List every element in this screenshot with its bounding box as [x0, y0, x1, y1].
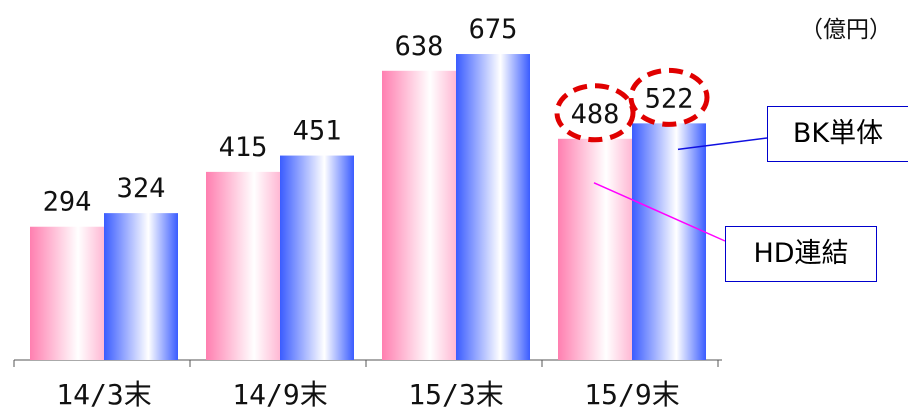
x-tick-label: 14/3末: [56, 378, 151, 411]
x-tick-label: 15/3末: [408, 378, 503, 411]
hd-callout-label: HD連結: [725, 226, 877, 282]
data-label: 522: [645, 83, 694, 114]
data-label: 415: [219, 132, 268, 163]
data-label: 294: [43, 187, 92, 218]
hd-leader-line: [593, 182, 726, 242]
bar-hd-3: [558, 138, 632, 360]
bar-hd-1: [206, 171, 280, 360]
data-label: 488: [571, 99, 620, 130]
highlight-ellipse: [628, 67, 710, 127]
highlight-ellipse: [554, 83, 636, 143]
data-label: 675: [469, 14, 518, 45]
bk-leader-line: [677, 137, 768, 151]
x-tick-label: 14/9末: [232, 378, 327, 411]
data-label: 451: [293, 116, 342, 147]
bar-hd-0: [30, 226, 104, 360]
data-label: 324: [117, 173, 166, 204]
bar-hd-2: [382, 70, 456, 360]
bar-bk-3: [632, 123, 706, 360]
bk-callout-label: BK単体: [767, 106, 908, 162]
data-label: 638: [395, 31, 444, 62]
unit-label: （億円）: [800, 17, 892, 43]
x-tick-label: 15/9末: [584, 378, 679, 411]
bar-bk-1: [280, 155, 354, 360]
bar-bk-0: [104, 213, 178, 360]
bar-bk-2: [456, 54, 530, 361]
